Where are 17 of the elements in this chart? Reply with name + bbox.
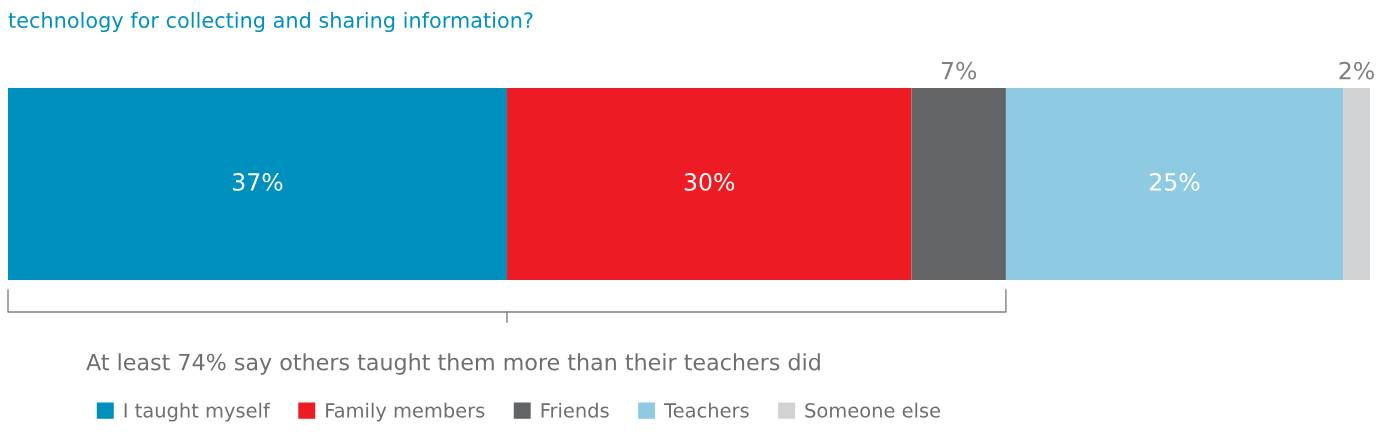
text: At least 74% say others taught them more than their teachers did — [86, 353, 820, 375]
bar — [1005, 88, 1344, 280]
bar — [911, 88, 1006, 280]
data-label: 37% — [233, 172, 283, 191]
bar — [1343, 88, 1370, 280]
data-label: 30% — [684, 172, 735, 191]
legend-label: Friends — [541, 402, 609, 418]
legend-label: Someone else — [805, 402, 941, 418]
legend-label: Family members — [326, 402, 485, 422]
data-label: 2% — [1339, 61, 1374, 80]
data-label: 7% — [941, 61, 977, 80]
chart-title: technology for collecting and sharing information? — [8, 11, 533, 33]
bar — [506, 88, 912, 280]
bar — [8, 88, 507, 280]
data-label: 25% — [1149, 172, 1200, 191]
legend-label: I taught myself — [124, 402, 271, 422]
legend-label: Teachers — [664, 402, 749, 418]
